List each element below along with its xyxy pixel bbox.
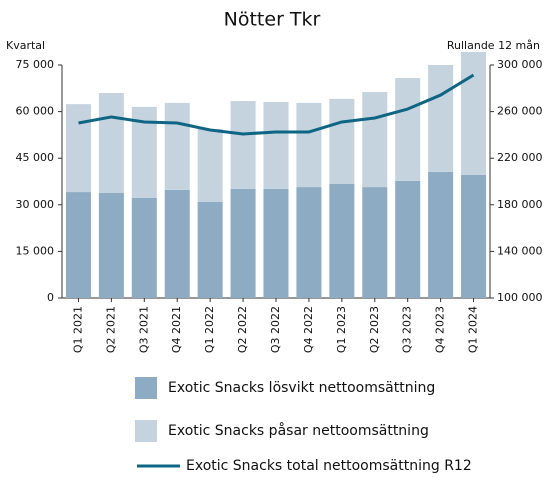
legend-label: Exotic Snacks påsar nettoomsättning: [168, 422, 429, 439]
y-tick-label: 60 000: [16, 105, 55, 118]
y-tick-label: 30 000: [16, 198, 55, 211]
bar: [362, 92, 388, 188]
y2-tick-label: 140 000: [497, 244, 543, 257]
y2-tick-label: 180 000: [497, 198, 543, 211]
x-tick-label: Q1 2023: [335, 306, 348, 353]
x-tick-label: Q1 2024: [467, 306, 480, 353]
bar: [296, 102, 322, 188]
y2-tick-label: 260 000: [497, 105, 543, 118]
bar: [164, 102, 190, 190]
bar: [98, 92, 124, 193]
bar: [461, 51, 487, 175]
bar: [395, 78, 421, 181]
y-tick-label: 45 000: [16, 151, 55, 164]
bar: [263, 101, 289, 189]
y-axis-label: Kvartal: [6, 39, 45, 52]
x-tick-label: Q1 2021: [71, 306, 84, 353]
x-tick-label: Q3 2023: [401, 306, 414, 353]
bar: [461, 174, 487, 298]
bar: [428, 65, 454, 172]
bar: [65, 104, 91, 193]
bar: [98, 192, 124, 298]
legend-label: Exotic Snacks lösvikt nettoomsättning: [168, 380, 435, 396]
bar: [263, 188, 289, 298]
legend-swatch: [135, 377, 157, 399]
x-tick-label: Q4 2021: [170, 306, 183, 353]
line: [78, 73, 475, 136]
x-tick-label: Q3 2021: [137, 306, 150, 353]
bar: [197, 202, 223, 298]
legend-swatch: [135, 420, 157, 442]
bar: [329, 98, 355, 184]
bar: [230, 101, 256, 189]
x-tick-label: Q2 2022: [236, 306, 249, 353]
y-tick-label: 15 000: [16, 244, 55, 257]
bar: [230, 188, 256, 298]
bar: [296, 187, 322, 298]
x-tick-label: Q1 2022: [203, 306, 216, 353]
y2-axis-label: Rullande 12 mån: [447, 39, 540, 52]
legend-label: Exotic Snacks total nettoomsättning R12: [186, 458, 472, 474]
x-tick-label: Q2 2021: [104, 306, 117, 353]
bar: [65, 192, 91, 298]
y-tick-label: 0: [47, 291, 54, 304]
chart-title: Nötter Tkr: [224, 9, 321, 31]
x-tick-label: Q4 2022: [302, 306, 315, 353]
y2-tick-label: 220 000: [497, 151, 543, 164]
bar: [164, 189, 190, 298]
bar: [329, 183, 355, 298]
bar: [131, 197, 157, 298]
x-tick-label: Q3 2022: [269, 306, 282, 353]
bar: [197, 128, 223, 203]
y2-tick-label: 300 000: [497, 58, 543, 71]
x-tick-label: Q2 2023: [368, 306, 381, 353]
bar: [362, 187, 388, 298]
bar: [428, 171, 454, 298]
x-tick-label: Q4 2023: [434, 306, 447, 353]
y-tick-label: 75 000: [16, 58, 55, 71]
y2-tick-label: 100 000: [497, 291, 543, 304]
bar: [395, 180, 421, 298]
